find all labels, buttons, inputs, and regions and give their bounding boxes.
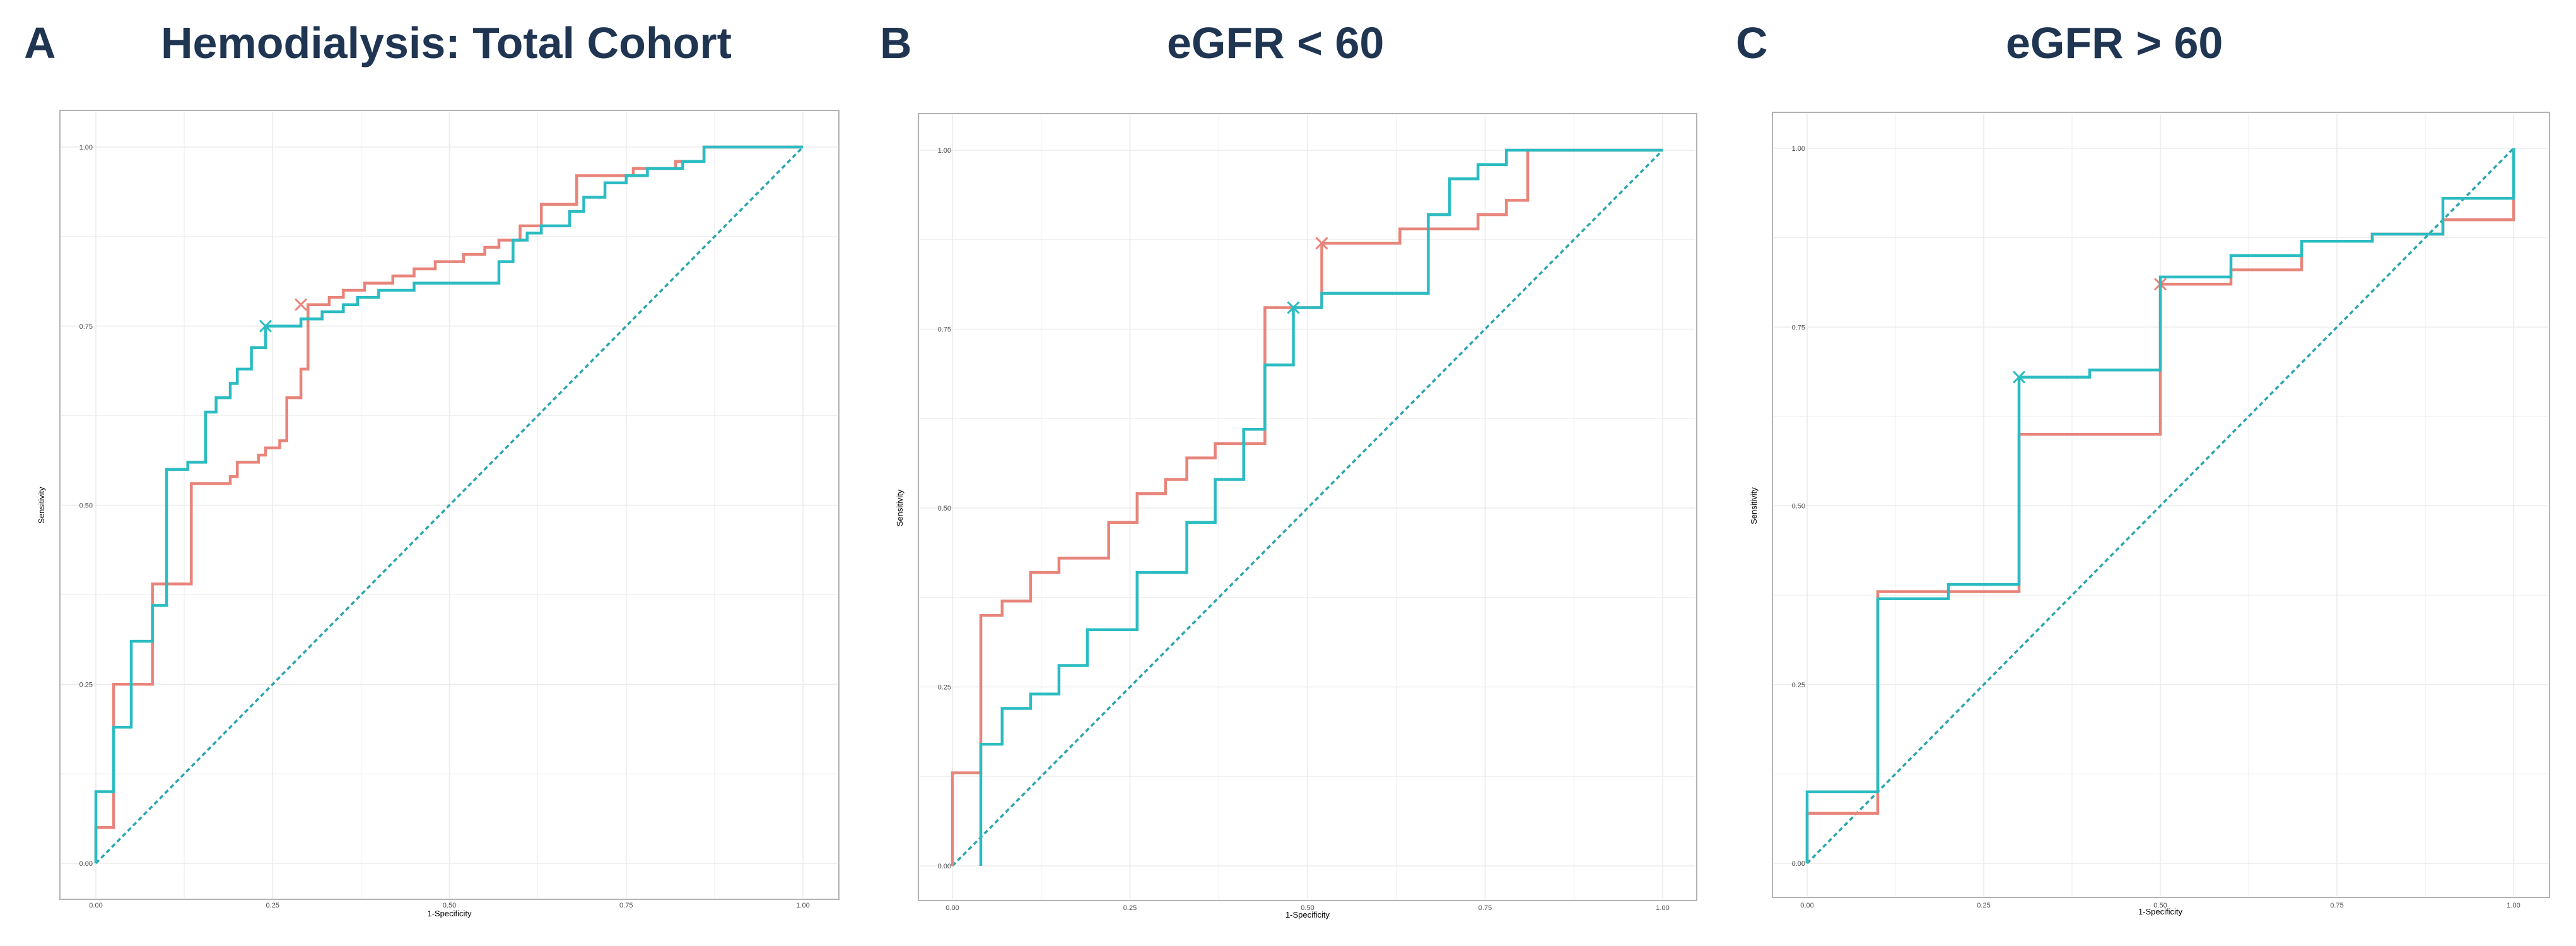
y-tick-label: 0.00 <box>938 863 951 870</box>
y-tick-label: 0.25 <box>1792 682 1805 689</box>
x-tick-label: 0.25 <box>266 902 279 909</box>
y-tick-label: 1.00 <box>79 144 93 151</box>
marker-stroke <box>295 298 308 311</box>
x-axis-label: 1-Specificity <box>2138 907 2183 916</box>
x-tick-label: 0.25 <box>1977 902 1990 909</box>
x-tick-label: 1.00 <box>796 902 809 909</box>
y-tick-label: 0.25 <box>79 681 93 689</box>
x-tick-label: 0.50 <box>1301 904 1314 912</box>
y-axis-label: Sensitivity <box>895 489 905 526</box>
roc-curve-red <box>94 145 803 863</box>
y-tick-label: 0.00 <box>1792 860 1805 868</box>
x-tick-label: 0.00 <box>1800 902 1813 909</box>
y-tick-label: 1.00 <box>938 147 951 155</box>
optimal-cutoff-marker <box>2012 370 2026 384</box>
y-axis-label: Sensitivity <box>37 487 46 524</box>
panel-a-letter: A <box>24 18 56 68</box>
x-tick-label: 0.00 <box>946 904 959 912</box>
panel-b-title: eGFR < 60 <box>1167 18 1385 68</box>
y-tick-label: 0.50 <box>79 502 93 510</box>
x-tick-label: 0.50 <box>2153 902 2167 909</box>
roc-curve-teal <box>1805 148 2515 863</box>
x-tick-label: 0.75 <box>2330 902 2343 909</box>
optimal-cutoff-marker <box>1315 237 1328 250</box>
panel-b-letter: B <box>880 18 912 68</box>
optimal-cutoff-marker <box>295 298 308 311</box>
x-tick-label: 1.00 <box>2507 902 2520 909</box>
x-tick-label: 1.00 <box>1656 904 1669 912</box>
y-tick-label: 0.75 <box>79 323 93 331</box>
chart-panel-2: 0.00 0.25 0.50 0.75 1.00 0.00 0.25 0.50 0.75 1.00… <box>1749 112 2550 916</box>
x-tick-label: 0.25 <box>1123 904 1137 912</box>
panel-a-title: Hemodialysis: Total Cohort <box>161 18 732 68</box>
optimal-cutoff-marker <box>259 319 272 333</box>
reference-diagonal-line <box>1806 147 2515 865</box>
y-tick-label: 1.00 <box>1792 145 1805 153</box>
y-tick-label: 0.25 <box>938 684 951 692</box>
x-tick-label: 0.75 <box>1478 904 1492 912</box>
panel-c-title: eGFR > 60 <box>2006 18 2223 68</box>
x-tick-label: 0.50 <box>443 902 456 909</box>
chart-panel-0: 0.00 0.25 0.50 0.75 1.00 0.00 0.25 0.50 0.75 1.00… <box>37 110 840 918</box>
y-tick-label: 0.75 <box>938 326 951 334</box>
x-axis-label: 1-Specificity <box>1285 910 1330 919</box>
y-axis-label: Sensitivity <box>1749 487 1759 524</box>
chart-panel-1: 0.00 0.25 0.50 0.75 1.00 0.00 0.25 0.50 0.75 1.00… <box>895 113 1697 919</box>
marker-stroke <box>1287 301 1300 314</box>
reference-diagonal-line <box>951 149 1664 867</box>
y-tick-label: 0.50 <box>938 505 951 512</box>
marker-stroke <box>259 319 272 333</box>
panel-c-letter: C <box>1736 18 1768 68</box>
reference-diagonal-line <box>95 146 804 865</box>
x-axis-label: 1-Specificity <box>427 909 472 918</box>
y-tick-label: 0.00 <box>79 860 93 868</box>
y-tick-label: 0.50 <box>1792 503 1805 511</box>
x-tick-label: 0.00 <box>89 902 102 909</box>
roc-curve-teal <box>94 145 803 863</box>
x-tick-label: 0.75 <box>619 902 633 909</box>
optimal-cutoff-marker <box>1287 301 1300 314</box>
marker-stroke <box>1315 237 1328 250</box>
marker-stroke <box>2012 370 2026 384</box>
roc-curve-red <box>951 148 1663 866</box>
y-tick-label: 0.75 <box>1792 324 1805 331</box>
roc-curve-teal <box>979 148 1663 866</box>
